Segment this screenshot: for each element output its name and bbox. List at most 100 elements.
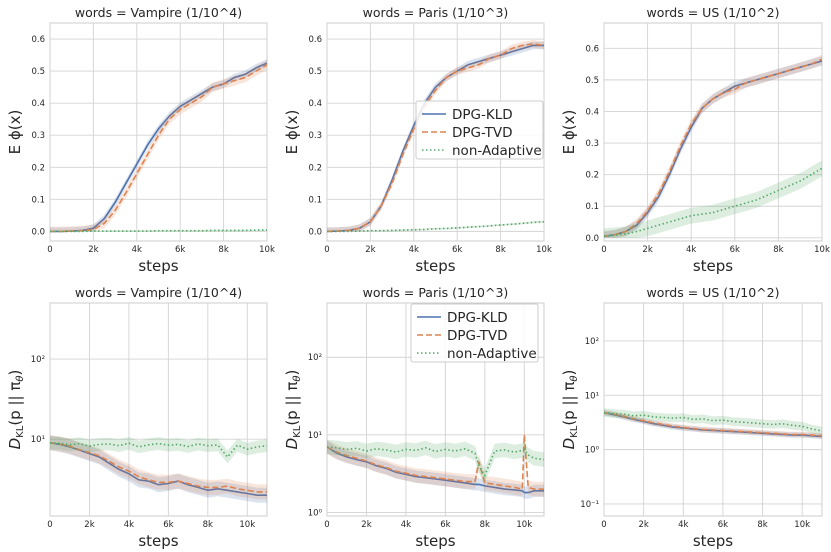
- subplot-title: words = Vampire (1/10^4): [75, 285, 242, 300]
- y-tick-label: 0.2: [31, 163, 45, 173]
- x-tick-label: 10k: [239, 520, 255, 530]
- confidence-band: [604, 409, 822, 440]
- series-group: [604, 54, 822, 238]
- y-tick-label: 0.3: [585, 139, 599, 149]
- x-tick-label: 10k: [259, 245, 275, 255]
- plot-area: [49, 302, 268, 517]
- x-tick-label: 2k: [642, 245, 652, 255]
- x-tick-label: 8k: [203, 520, 213, 530]
- x-tick-label: 8k: [495, 245, 505, 255]
- plot-area: [603, 22, 823, 242]
- plot-area: [49, 22, 268, 242]
- y-tick-label: 10¹: [31, 435, 45, 445]
- x-tick-label: 8k: [218, 245, 228, 255]
- series-group: [327, 427, 544, 499]
- x-axis-label: steps: [138, 532, 178, 550]
- y-tick-label: 10⁰: [585, 446, 600, 456]
- y-axis-label: E ϕ(x): [283, 110, 301, 155]
- series-line: [327, 42, 544, 233]
- y-tick-label: 0.5: [585, 76, 599, 86]
- x-tick-label: 6k: [718, 520, 728, 530]
- series-line: [604, 167, 822, 238]
- y-tick-label: 10¹: [308, 431, 322, 441]
- y-tick-label: 0.0: [585, 234, 599, 244]
- x-tick-label: 0: [601, 520, 606, 530]
- subplot-1: 0 2k 4k 6k 8k 10k 0.0 0.1 0.2 0.3 0.4 0.5 0.6 words =…: [6, 5, 275, 275]
- x-tick-label: 4k: [401, 520, 411, 530]
- y-tick-label: 0.6: [308, 35, 322, 45]
- subplot-title: words = US (1/10^2): [647, 285, 780, 300]
- series-line: [327, 434, 544, 491]
- x-tick-label: 6k: [440, 520, 450, 530]
- plot-area: [603, 302, 823, 517]
- x-axis-label: steps: [415, 532, 455, 550]
- x-tick-label: 2k: [361, 520, 371, 530]
- y-axis-label: E ϕ(x): [560, 110, 578, 155]
- y-tick-label: 10¹: [585, 391, 599, 401]
- legend-entry: DPG-TVD: [452, 125, 513, 141]
- confidence-band: [604, 408, 822, 436]
- confidence-band: [327, 439, 544, 483]
- y-tick-label: 0.4: [31, 99, 45, 109]
- y-tick-label: 0.2: [585, 171, 599, 181]
- legend-entry: DPG-TVD: [447, 328, 508, 344]
- series-group: [50, 435, 267, 503]
- series-line: [327, 446, 544, 494]
- x-tick-label: 6k: [175, 245, 185, 255]
- y-tick-label: 10²: [31, 355, 45, 365]
- x-tick-label: 10k: [516, 520, 532, 530]
- y-tick-label: 10²: [585, 337, 599, 347]
- x-tick-label: 2k: [365, 245, 375, 255]
- x-axis-label: steps: [415, 257, 455, 275]
- series-line: [50, 442, 267, 493]
- y-tick-label: 0.6: [31, 35, 45, 45]
- confidence-band: [604, 409, 822, 439]
- confidence-band: [50, 59, 267, 232]
- y-axis-label: DKL(p || πθ): [283, 370, 303, 450]
- x-tick-label: 6k: [163, 520, 173, 530]
- series-line: [327, 221, 544, 233]
- y-tick-label: 0.2: [308, 163, 322, 173]
- y-tick-label: 0.5: [308, 67, 322, 77]
- x-tick-label: 4k: [132, 245, 142, 255]
- x-tick-label: 0: [324, 520, 329, 530]
- confidence-band: [50, 435, 267, 503]
- x-tick-label: 4k: [678, 520, 688, 530]
- x-tick-label: 4k: [409, 245, 419, 255]
- x-axis-label: steps: [693, 257, 733, 275]
- subplot-title: words = Paris (1/10^3): [363, 285, 509, 300]
- series-line: [604, 411, 822, 432]
- subplot-title: words = Paris (1/10^3): [363, 5, 509, 20]
- x-tick-label: 0: [47, 520, 52, 530]
- legend-entry: non-Adaptive: [447, 346, 537, 362]
- y-tick-label: 0.1: [585, 202, 599, 212]
- series-line: [50, 442, 267, 459]
- x-tick-label: 10k: [814, 245, 830, 255]
- x-tick-label: 0: [601, 245, 606, 255]
- y-tick-label: 0.4: [308, 99, 322, 109]
- y-axis-label: DKL(p || πθ): [560, 370, 580, 450]
- x-tick-label: 2k: [638, 520, 648, 530]
- x-tick-label: 4k: [124, 520, 134, 530]
- x-tick-label: 6k: [452, 245, 462, 255]
- x-tick-label: 0: [324, 245, 329, 255]
- y-axis-label: DKL(p || πθ): [6, 370, 26, 450]
- x-tick-label: 2k: [84, 520, 94, 530]
- legend-entry: non-Adaptive: [452, 143, 542, 159]
- confidence-band: [50, 436, 267, 464]
- x-tick-label: 2k: [88, 245, 98, 255]
- legend: DPG-KLD DPG-TVD non-Adaptive: [410, 303, 539, 363]
- x-tick-label: 0: [47, 245, 52, 255]
- y-tick-label: 10⁰: [308, 508, 323, 518]
- y-tick-label: 0.5: [31, 67, 45, 77]
- confidence-band: [327, 427, 544, 497]
- series-line: [50, 229, 267, 233]
- x-tick-label: 10k: [794, 520, 810, 530]
- series-group: [604, 408, 822, 440]
- series-line: [604, 411, 822, 437]
- y-tick-label: 0.3: [31, 131, 45, 141]
- y-tick-label: 0.0: [31, 227, 45, 237]
- confidence-band: [50, 435, 267, 500]
- y-tick-label: 0.6: [585, 44, 599, 54]
